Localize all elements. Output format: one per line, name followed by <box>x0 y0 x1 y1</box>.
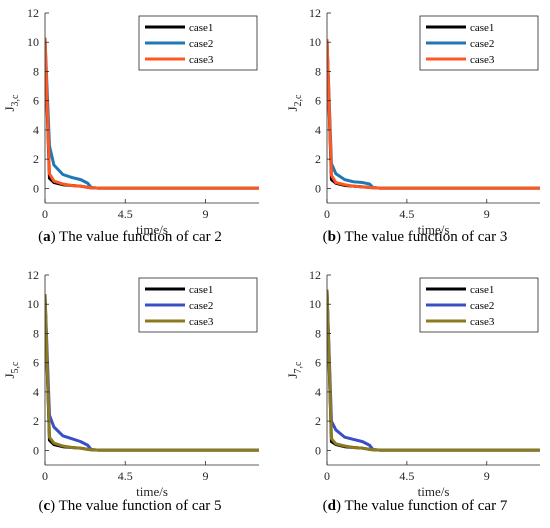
y-tick-label: 0 <box>315 443 321 457</box>
y-tick-label: 2 <box>33 414 39 428</box>
caption-letter: b <box>328 229 336 245</box>
legend: case1 case2 case3 <box>138 277 258 333</box>
y-axis-label-subscript: 2,c <box>293 94 304 107</box>
chart-panel-c: 0 2 4 6 8 10 12 0 4.5 9 time/s J5,c case1 case2 case3 (… <box>2 268 259 514</box>
x-tick-label: 0 <box>324 207 330 221</box>
legend-label-case1: case1 <box>189 22 213 34</box>
x-tick-label: 0 <box>42 469 48 483</box>
y-tick-label: 8 <box>315 326 321 340</box>
series-line-case3 <box>327 289 540 452</box>
caption-letter: a <box>43 229 51 245</box>
x-tick-label: 0 <box>42 207 48 221</box>
legend-label-case3: case3 <box>189 316 214 328</box>
y-axis-label: J2,c <box>285 94 304 112</box>
x-tick-label: 0 <box>324 469 330 483</box>
chart-panel-b: 0 2 4 6 8 10 12 0 4.5 9 time/s J2,c case1 case2 case3 (… <box>285 6 540 245</box>
series-line-case3 <box>327 39 540 190</box>
y-tick-label: 12 <box>27 6 39 20</box>
y-tick-label: 0 <box>33 181 39 195</box>
caption-paren-open: ( <box>323 229 328 245</box>
x-axis-label: time/s <box>136 222 168 237</box>
legend: case1 case2 case3 <box>419 15 539 71</box>
y-tick-label: 0 <box>33 443 39 457</box>
y-tick-label: 6 <box>33 356 39 370</box>
y-axis-label: J5,c <box>2 361 21 379</box>
caption-text: ) The value function of car 7 <box>336 498 508 514</box>
legend-label-case2: case2 <box>189 300 213 312</box>
legend-label-case3: case3 <box>189 54 214 66</box>
caption-paren-open: ( <box>323 498 328 514</box>
y-tick-label: 0 <box>315 181 321 195</box>
y-axis-label-subscript: 5,c <box>10 361 21 374</box>
series-line-case3 <box>45 37 259 190</box>
x-tick-label: 4.5 <box>399 469 414 483</box>
x-tick-label: 9 <box>484 469 490 483</box>
y-tick-label: 4 <box>33 385 39 399</box>
y-axis-label: J3,c <box>2 94 21 112</box>
y-tick-label: 10 <box>27 35 39 49</box>
legend-label-case2: case2 <box>470 38 494 50</box>
caption-paren-open: ( <box>39 498 44 514</box>
legend-label-case1: case1 <box>189 284 213 296</box>
legend-label-case2: case2 <box>470 300 494 312</box>
y-tick-label: 2 <box>315 414 321 428</box>
legend-label-case3: case3 <box>470 54 495 66</box>
x-tick-label: 9 <box>484 207 490 221</box>
y-tick-label: 12 <box>309 6 321 20</box>
y-axis-label-subscript: 7,c <box>293 361 304 374</box>
x-tick-label: 9 <box>203 469 209 483</box>
y-axis-label-main: J <box>285 373 300 378</box>
x-axis-label: time/s <box>136 484 168 499</box>
caption-letter: c <box>44 498 51 514</box>
legend-label-case1: case1 <box>470 22 494 34</box>
chart-panel-a: 0 2 4 6 8 10 12 0 4.5 9 time/s J3,c case1 case2 case3 (… <box>2 6 259 245</box>
caption-letter: d <box>328 498 337 514</box>
panel-caption: (a) The value function of car 2 <box>38 229 222 245</box>
panel-caption: (c) The value function of car 5 <box>39 498 222 514</box>
y-tick-label: 4 <box>315 123 321 137</box>
y-tick-label: 8 <box>33 64 39 78</box>
y-axis-label-subscript: 3,c <box>10 94 21 107</box>
legend: case1 case2 case3 <box>138 15 258 71</box>
y-tick-label: 4 <box>315 385 321 399</box>
x-tick-label: 4.5 <box>399 207 414 221</box>
panel-caption: (d) The value function of car 7 <box>323 498 508 514</box>
y-tick-label: 12 <box>309 268 321 282</box>
y-axis-label-main: J <box>2 106 17 111</box>
y-tick-label: 10 <box>309 35 321 49</box>
y-tick-label: 8 <box>315 64 321 78</box>
x-tick-label: 4.5 <box>118 207 133 221</box>
x-axis-label: time/s <box>418 484 450 499</box>
caption-text: ) The value function of car 2 <box>51 229 222 245</box>
x-tick-label: 4.5 <box>118 469 133 483</box>
y-tick-label: 12 <box>27 268 39 282</box>
y-axis-label-main: J <box>2 373 17 378</box>
y-axis-label-main: J <box>285 106 300 111</box>
panel-caption: (b) The value function of car 3 <box>323 229 508 245</box>
y-tick-label: 6 <box>315 356 321 370</box>
chart-panel-d: 0 2 4 6 8 10 12 0 4.5 9 time/s J7,c case1 case2 case3 (… <box>285 268 540 514</box>
legend-label-case3: case3 <box>470 316 495 328</box>
y-tick-label: 2 <box>315 152 321 166</box>
y-tick-label: 8 <box>33 326 39 340</box>
y-tick-label: 10 <box>27 297 39 311</box>
y-axis-label: J7,c <box>285 361 304 379</box>
y-tick-label: 2 <box>33 152 39 166</box>
x-axis-label: time/s <box>418 222 450 237</box>
y-tick-label: 6 <box>33 94 39 108</box>
x-tick-label: 9 <box>203 207 209 221</box>
legend: case1 case2 case3 <box>419 277 539 333</box>
series-line-case3 <box>45 293 259 452</box>
y-tick-label: 4 <box>33 123 39 137</box>
y-tick-label: 10 <box>309 297 321 311</box>
caption-paren-open: ( <box>38 229 43 245</box>
y-tick-label: 6 <box>315 94 321 108</box>
caption-text: ) The value function of car 3 <box>336 229 507 245</box>
caption-text: ) The value function of car 5 <box>50 498 221 514</box>
legend-label-case1: case1 <box>470 284 494 296</box>
legend-label-case2: case2 <box>189 38 213 50</box>
